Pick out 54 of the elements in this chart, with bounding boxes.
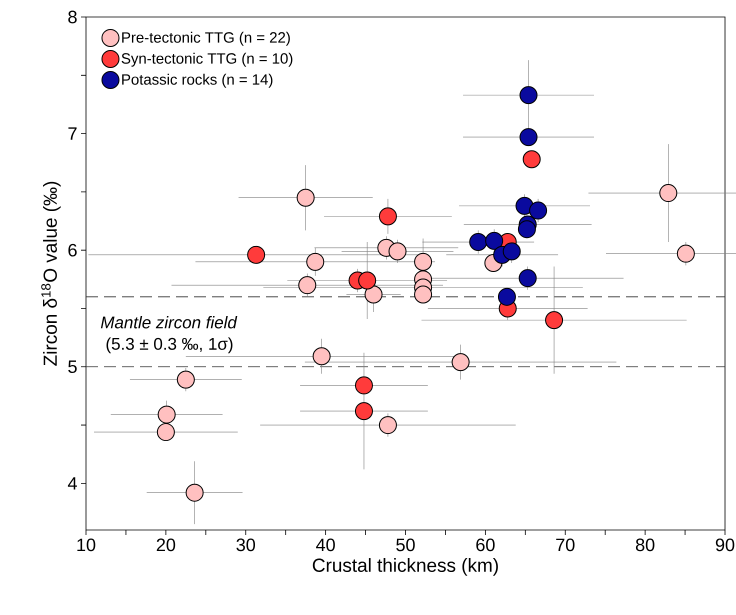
point <box>518 220 536 238</box>
point <box>502 242 521 260</box>
legend-label: Syn-tectonic TTG (n = 10) <box>122 52 292 67</box>
point <box>296 188 315 207</box>
point <box>659 184 678 202</box>
point <box>158 406 176 424</box>
point <box>520 128 538 146</box>
point <box>388 242 407 260</box>
y-tick-label: 8 <box>68 10 77 24</box>
legend-label: Pre-tectonic TTG (n = 22) <box>122 32 290 46</box>
point <box>358 271 376 290</box>
point <box>354 402 373 420</box>
point <box>452 353 470 372</box>
point <box>522 150 541 168</box>
y-axis-title: Zircon δ$^{18}$O value (‰) <box>41 182 61 366</box>
y-tick-label: 7 <box>68 127 77 140</box>
point <box>298 276 316 294</box>
point <box>364 285 383 304</box>
x-axis-title: Crustal thickness (km) <box>312 558 498 576</box>
x-tick-label: 70 <box>556 538 575 552</box>
point <box>354 376 373 394</box>
point <box>485 232 504 250</box>
point <box>378 207 397 226</box>
point <box>306 252 324 271</box>
point <box>312 347 331 366</box>
y-tick-label: 6 <box>68 244 77 257</box>
x-tick-label: 60 <box>476 538 495 552</box>
point <box>469 233 488 252</box>
point <box>186 484 204 502</box>
annotation: (5.3 ± 0.3 ‰, 1σ) <box>106 337 232 354</box>
x-tick-label: 40 <box>316 538 335 552</box>
x-tick-label: 10 <box>77 538 96 552</box>
x-tick-label: 30 <box>236 538 256 552</box>
point <box>378 416 397 434</box>
point <box>529 202 548 220</box>
x-tick-label: 80 <box>636 538 654 552</box>
point <box>176 370 195 389</box>
point <box>520 86 538 104</box>
point <box>518 269 537 288</box>
annotation: Mantle zircon field <box>100 316 238 328</box>
x-tick-label: 90 <box>716 538 734 552</box>
point <box>414 285 432 304</box>
x-tick-label: 20 <box>156 538 176 552</box>
point <box>516 196 534 215</box>
point <box>545 311 564 330</box>
point <box>414 252 432 271</box>
y-tick-label: 5 <box>68 360 77 374</box>
x-tick-label: 50 <box>396 538 415 552</box>
point <box>498 288 516 306</box>
point <box>676 244 695 263</box>
point <box>156 423 175 442</box>
legend-label: Potassic rocks (n = 14) <box>122 74 272 88</box>
y-tick-label: 4 <box>68 477 77 490</box>
point <box>247 246 266 264</box>
